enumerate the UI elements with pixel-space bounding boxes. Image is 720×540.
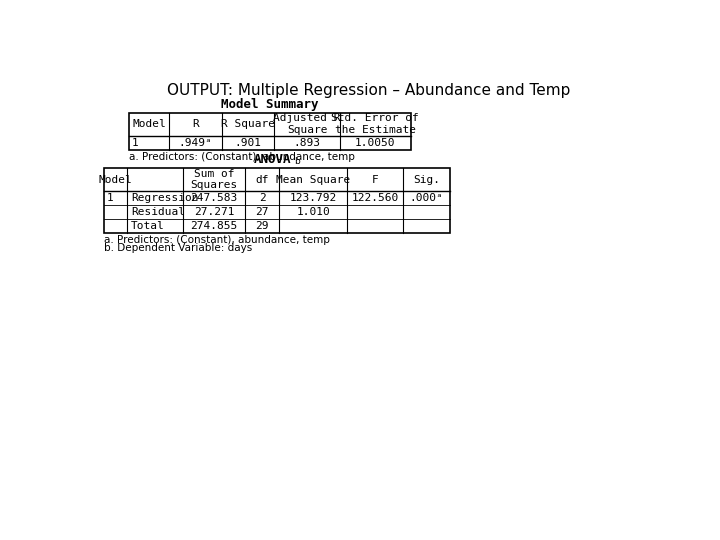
Text: 1: 1 (132, 138, 138, 147)
Text: 29: 29 (256, 221, 269, 231)
Text: df: df (256, 174, 269, 185)
Text: b. Dependent Variable: days: b. Dependent Variable: days (104, 244, 252, 253)
Text: R Square: R Square (221, 119, 275, 129)
Text: 27.271: 27.271 (194, 207, 234, 217)
Text: Sig.: Sig. (413, 174, 440, 185)
Bar (104, 168, 449, 233)
Text: b: b (294, 157, 300, 166)
Text: 2: 2 (258, 193, 266, 203)
Text: Sum of
Squares: Sum of Squares (190, 168, 238, 190)
Text: 27: 27 (256, 207, 269, 217)
Text: ANOVA: ANOVA (254, 153, 292, 166)
Text: Model Summary: Model Summary (221, 98, 318, 111)
Text: Residual: Residual (131, 207, 185, 217)
Text: F: F (372, 174, 379, 185)
Text: .000ᵃ: .000ᵃ (410, 193, 444, 203)
Text: .949ᵃ: .949ᵃ (179, 138, 212, 147)
Text: Regression: Regression (131, 193, 199, 203)
Text: Std. Error of
the Estimate: Std. Error of the Estimate (331, 113, 419, 135)
Text: 123.792: 123.792 (289, 193, 337, 203)
Bar (129, 112, 411, 150)
Text: Adjusted R
Square: Adjusted R Square (274, 113, 341, 135)
Text: .901: .901 (235, 138, 261, 147)
Text: OUTPUT: Multiple Regression – Abundance and Temp: OUTPUT: Multiple Regression – Abundance … (167, 83, 571, 98)
Text: a. Predictors: (Constant), abundance, temp: a. Predictors: (Constant), abundance, te… (104, 235, 330, 245)
Text: 1: 1 (107, 193, 114, 203)
Text: Mean Square: Mean Square (276, 174, 351, 185)
Text: 274.855: 274.855 (190, 221, 238, 231)
Text: 1.0050: 1.0050 (355, 138, 395, 147)
Text: a. Predictors: (Constant), abundance, temp: a. Predictors: (Constant), abundance, te… (129, 152, 355, 162)
Text: 247.583: 247.583 (190, 193, 238, 203)
Text: R: R (192, 119, 199, 129)
Text: .893: .893 (294, 138, 320, 147)
Text: 1.010: 1.010 (297, 207, 330, 217)
Text: Model: Model (99, 174, 132, 185)
Text: 122.560: 122.560 (351, 193, 399, 203)
Text: Total: Total (131, 221, 165, 231)
Text: Model: Model (132, 119, 166, 129)
